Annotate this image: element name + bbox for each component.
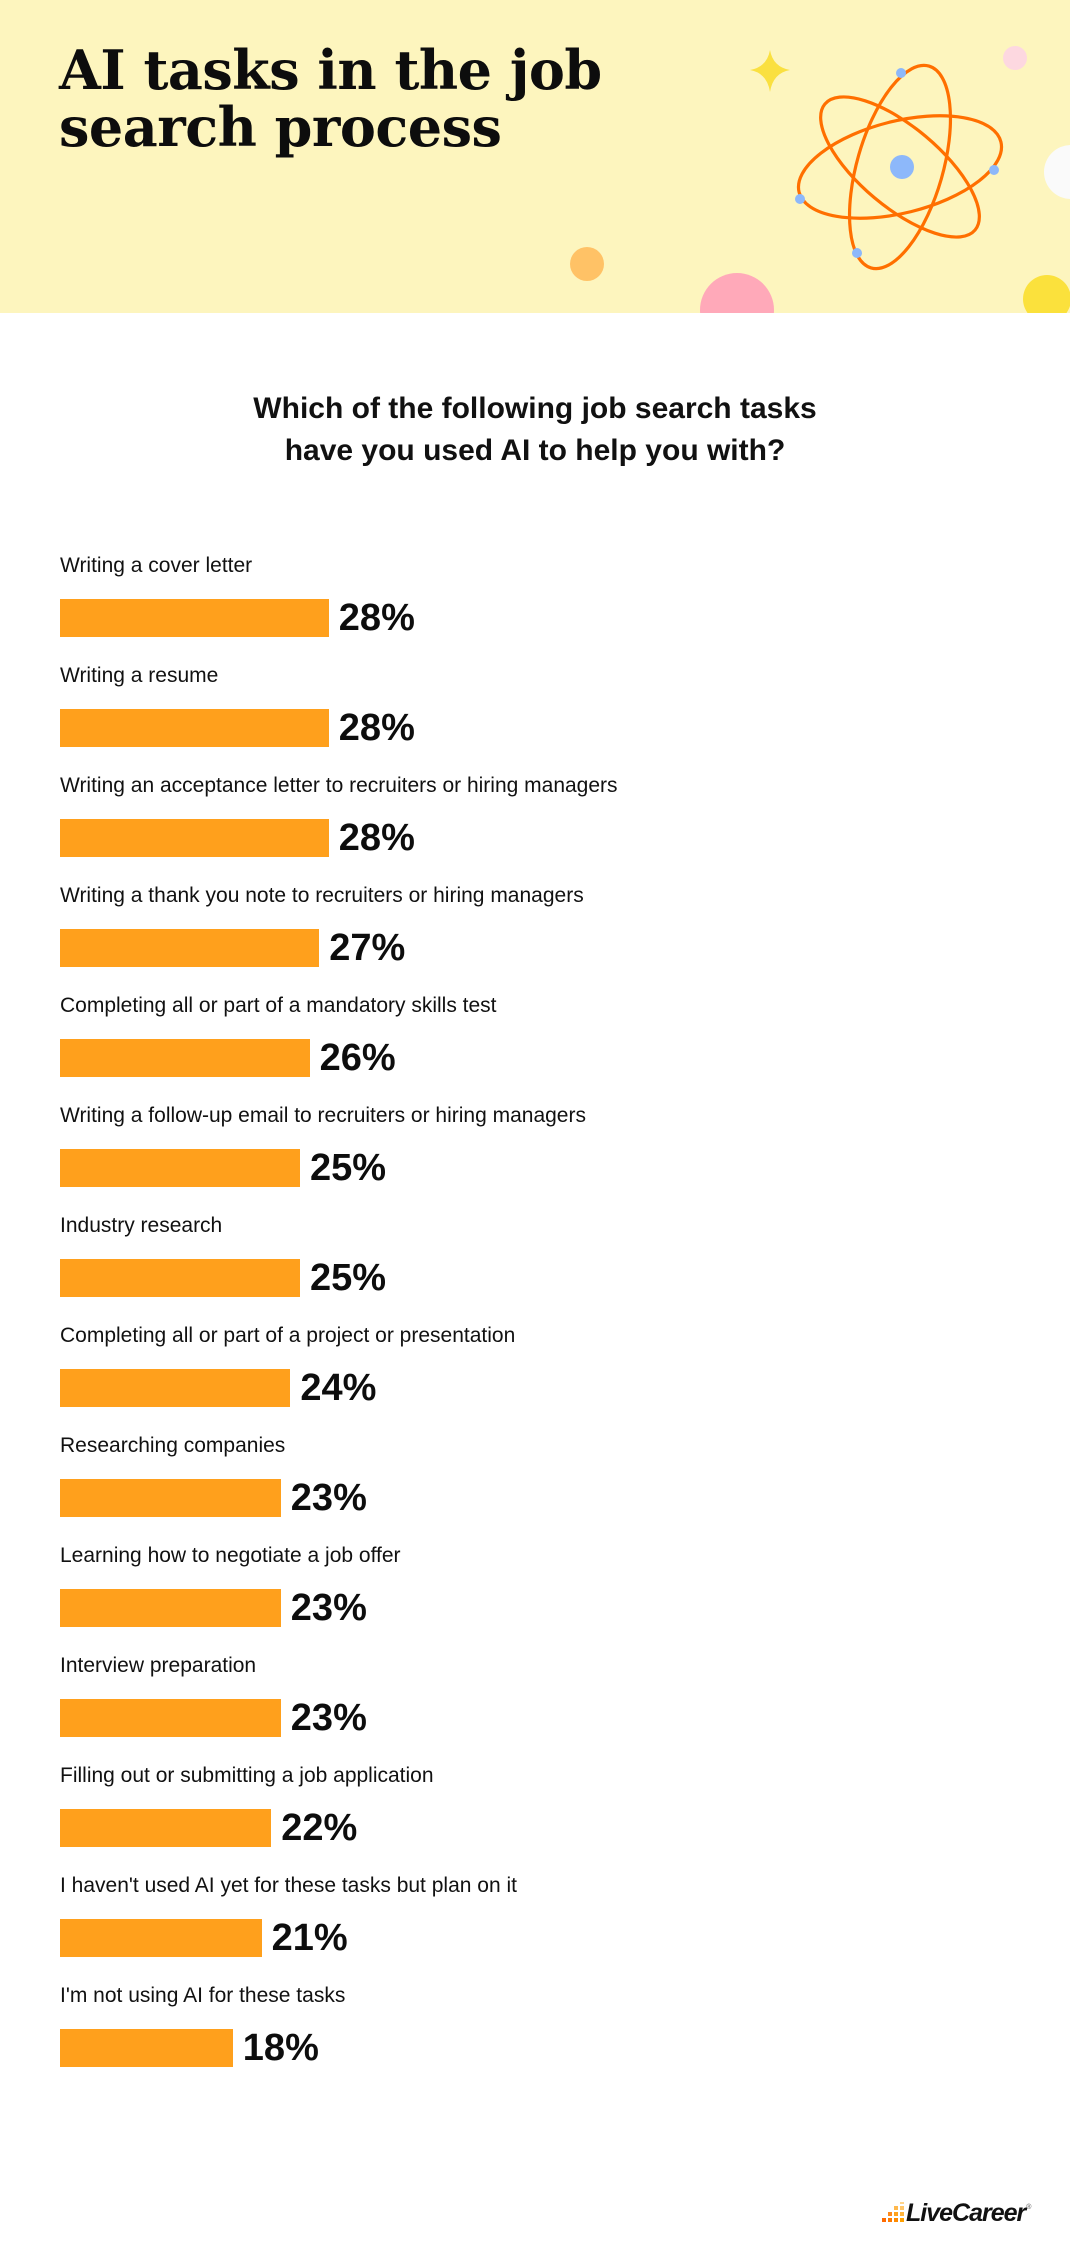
bar-line: 23% — [60, 1479, 367, 1517]
bar — [60, 1589, 281, 1627]
bar — [60, 1479, 281, 1517]
bar-value: 23% — [290, 1477, 367, 1519]
bar-value: 25% — [310, 1257, 387, 1299]
bar — [60, 1369, 291, 1407]
chart-row: Writing a resume 28% — [60, 663, 1040, 773]
chart-row: I'm not using AI for these tasks 18% — [60, 1983, 1040, 2093]
row-label: I'm not using AI for these tasks — [60, 1984, 346, 2007]
question-line-1: Which of the following job search tasks — [253, 392, 817, 425]
chart-row: Learning how to negotiate a job offer 23… — [60, 1543, 1040, 1653]
chart-row: Industry research 25% — [60, 1213, 1040, 1323]
bar — [60, 1809, 272, 1847]
bar-line: 27% — [60, 929, 405, 967]
bar — [60, 2029, 233, 2067]
bar-value: 28% — [338, 707, 415, 749]
bar-value: 22% — [281, 1807, 358, 1849]
livecareer-logo[interactable]: LiveCareer ® — [882, 2198, 1031, 2228]
bar — [60, 599, 329, 637]
yellow-circle — [1023, 275, 1070, 313]
bar — [60, 1919, 262, 1957]
chart-row: I haven't used AI yet for these tasks bu… — [60, 1873, 1040, 1983]
pink-dot-small — [1003, 46, 1027, 70]
bar — [60, 819, 329, 857]
row-label: Learning how to negotiate a job offer — [60, 1544, 401, 1567]
chart-row: Completing all or part of a project or p… — [60, 1323, 1040, 1433]
bar-value: 28% — [338, 817, 415, 859]
row-label: Writing a follow-up email to recruiters … — [60, 1104, 586, 1127]
bar — [60, 1699, 281, 1737]
title-line-1: AI tasks in the job — [59, 38, 602, 102]
bar-line: 28% — [60, 709, 415, 747]
atom-particles — [795, 68, 999, 258]
row-label: Writing a resume — [60, 664, 219, 687]
pink-circle — [700, 273, 774, 313]
bar-value: 21% — [271, 1917, 348, 1959]
row-label: Researching companies — [60, 1434, 286, 1457]
bar-value: 23% — [290, 1587, 367, 1629]
bar-line: 26% — [60, 1039, 396, 1077]
row-label: Writing a cover letter — [60, 554, 253, 577]
white-circle — [1044, 145, 1070, 199]
chart-row: Researching companies 23% — [60, 1433, 1040, 1543]
title-line-2: search process — [59, 95, 502, 159]
chart-row: Writing an acceptance letter to recruite… — [60, 773, 1040, 883]
chart-row: Interview preparation 23% — [60, 1653, 1040, 1763]
bar-value: 27% — [329, 927, 406, 969]
header-decoration — [570, 46, 1070, 313]
bar-value: 26% — [319, 1037, 396, 1079]
row-label: Writing an acceptance letter to recruite… — [60, 774, 618, 797]
page-title: AI tasks in the job search process — [59, 42, 619, 156]
chart-row: Writing a follow-up email to recruiters … — [60, 1103, 1040, 1213]
atom-icon — [796, 63, 1004, 271]
bar-line: 24% — [60, 1369, 376, 1407]
chart-row: Writing a cover letter 28% — [60, 553, 1040, 663]
row-label: Industry research — [60, 1214, 223, 1237]
row-label: Completing all or part of a mandatory sk… — [60, 994, 497, 1017]
orange-dot — [570, 247, 604, 281]
row-label: Completing all or part of a project or p… — [60, 1324, 516, 1347]
bar-value: 25% — [310, 1147, 387, 1189]
bar — [60, 1149, 300, 1187]
bar-line: 28% — [60, 599, 415, 637]
header-banner: AI tasks in the job search process — [0, 0, 1070, 313]
bar-line: 18% — [60, 2029, 319, 2067]
bar-line: 22% — [60, 1809, 357, 1847]
bar-line: 23% — [60, 1699, 367, 1737]
chart-row: Writing a thank you note to recruiters o… — [60, 883, 1040, 993]
question-line-2: have you used AI to help you with? — [284, 434, 786, 467]
bar-line: 25% — [60, 1149, 386, 1187]
chart-question: Which of the following job search tasks … — [0, 388, 1070, 472]
bar-value: 23% — [290, 1697, 367, 1739]
row-label: Filling out or submitting a job applicat… — [60, 1764, 434, 1787]
bar-line: 25% — [60, 1259, 386, 1297]
bar — [60, 709, 329, 747]
bar — [60, 1259, 300, 1297]
registered-mark: ® — [1026, 2204, 1032, 2211]
bar — [60, 929, 320, 967]
logo-text: LiveCareer — [906, 2198, 1026, 2227]
bar — [60, 1039, 310, 1077]
bar-line: 23% — [60, 1589, 367, 1627]
sparkle-icon — [750, 50, 790, 92]
bar-line: 28% — [60, 819, 415, 857]
row-label: Interview preparation — [60, 1654, 257, 1677]
row-label: Writing a thank you note to recruiters o… — [60, 884, 584, 907]
bar-value: 28% — [338, 597, 415, 639]
row-label: I haven't used AI yet for these tasks bu… — [60, 1874, 517, 1897]
chart-row: Completing all or part of a mandatory sk… — [60, 993, 1040, 1103]
bar-value: 24% — [300, 1367, 377, 1409]
bar-line: 21% — [60, 1919, 348, 1957]
bar-value: 18% — [242, 2027, 319, 2069]
logo-bars-icon — [882, 2202, 904, 2222]
chart-row: Filling out or submitting a job applicat… — [60, 1763, 1040, 1873]
